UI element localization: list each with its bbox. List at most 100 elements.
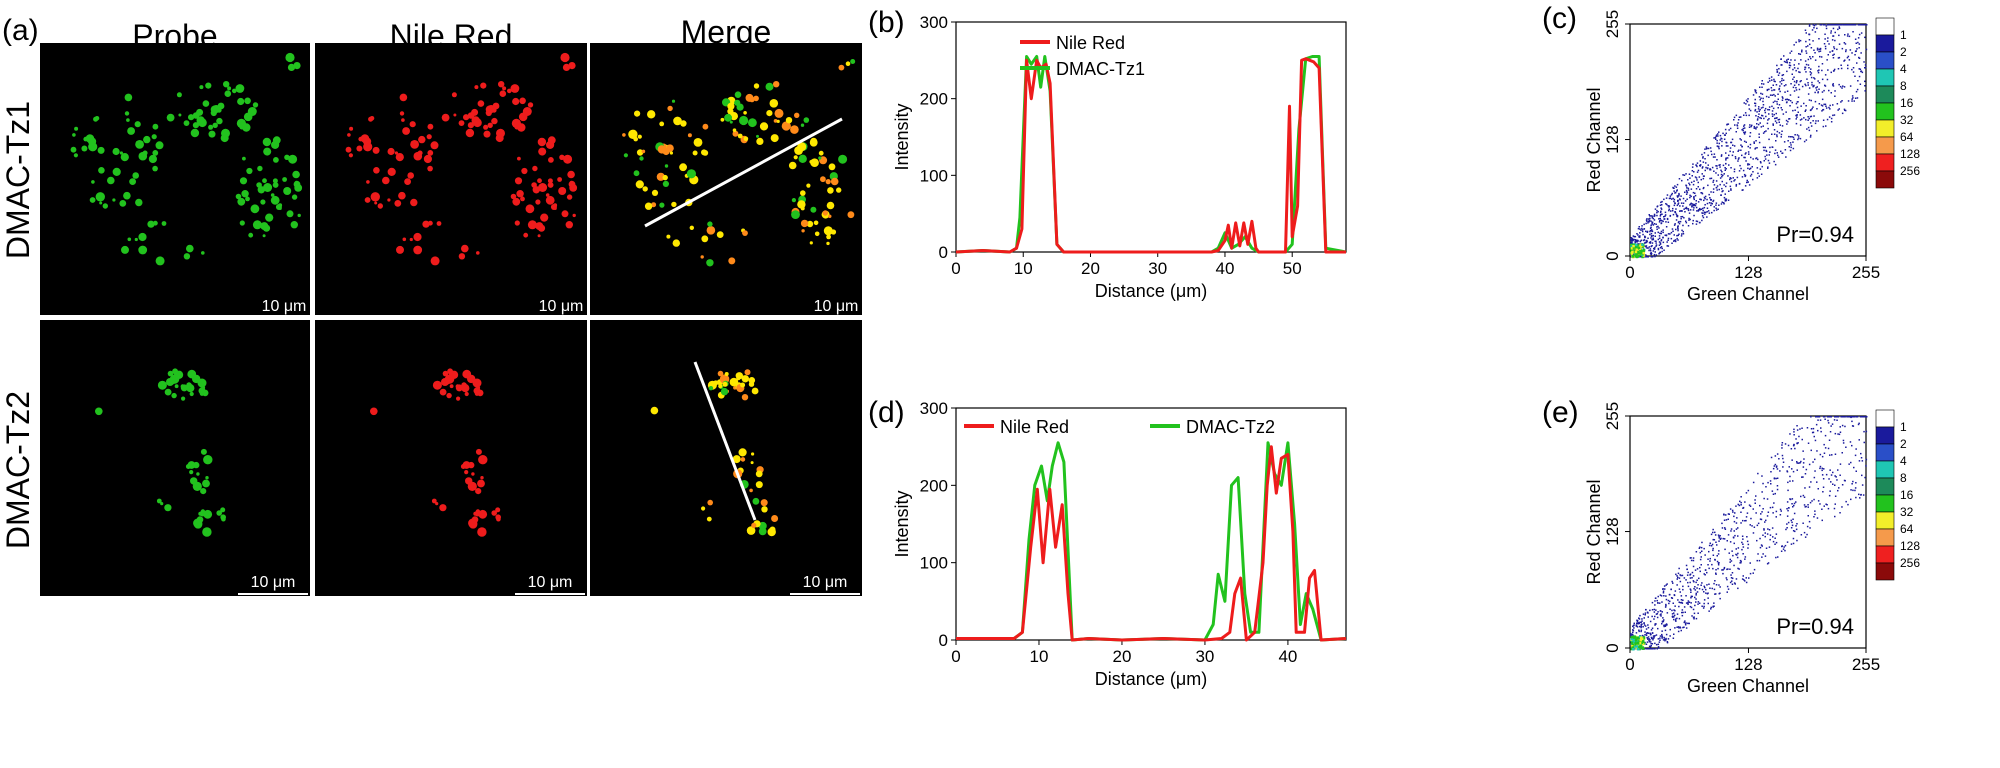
fluorescent-droplet (394, 200, 402, 207)
fluorescent-droplet (372, 146, 380, 154)
colorbar-swatch (1875, 511, 1895, 530)
scatter-point (1737, 587, 1739, 590)
scatter-point (1794, 530, 1796, 533)
scatter-point (1759, 518, 1762, 520)
scatter-point-dense (1638, 636, 1641, 640)
scatter-point (1660, 613, 1662, 615)
scatter-point (1838, 83, 1840, 86)
fluorescent-droplet (746, 526, 756, 535)
scatter-point (1743, 156, 1745, 159)
fluorescent-droplet (461, 244, 469, 253)
scatter-point-dense (1642, 254, 1646, 257)
scatter-point (1761, 86, 1763, 88)
scatter-point (1818, 38, 1820, 40)
scatter-point (1648, 246, 1651, 248)
scatter-point (1778, 72, 1781, 74)
scatter-point (1650, 643, 1652, 645)
scatter-point (1690, 195, 1692, 198)
scatter-point (1734, 512, 1736, 514)
scatter-point (1688, 217, 1690, 220)
scatter-point (1854, 487, 1857, 489)
fluorescent-droplet (263, 147, 272, 156)
scatter-point (1775, 510, 1778, 513)
scatter-point (1740, 167, 1742, 170)
scatter-point (1701, 541, 1703, 544)
scatter-point (1672, 207, 1674, 210)
scatter-point (1788, 66, 1791, 69)
scatter-point (1632, 235, 1635, 237)
fluorescent-droplet (475, 448, 482, 455)
scatter-point (1767, 167, 1769, 169)
scatter-point (1831, 24, 1834, 26)
scatter-point (1773, 160, 1775, 163)
scatter-point-dense (1639, 639, 1642, 642)
scatter-point (1689, 574, 1691, 576)
scatter-point (1686, 187, 1688, 189)
scatter-point (1682, 588, 1684, 591)
scatter-point (1657, 247, 1660, 250)
scatter-point (1653, 637, 1655, 639)
scatter-point (1696, 210, 1698, 212)
scatter-point (1674, 239, 1677, 241)
fluorescent-droplet (432, 380, 442, 390)
scatter-point (1847, 64, 1849, 67)
scatter-point (1781, 442, 1784, 444)
scatter-point (1780, 510, 1782, 512)
dots-layer (345, 52, 578, 266)
scatter-point (1729, 150, 1731, 153)
scatter-point (1788, 99, 1790, 101)
scatter-point (1726, 585, 1729, 588)
colorbar-swatch (1875, 51, 1895, 70)
fluorescent-droplet (492, 102, 500, 110)
scatter-point (1808, 520, 1811, 523)
scatter-point (1706, 216, 1708, 218)
scatter-point (1720, 194, 1722, 196)
scatter-point (1759, 504, 1761, 507)
image-probe-tz1: 10 μm (40, 43, 310, 315)
scatter-point (1806, 128, 1808, 130)
scatter-point (1686, 574, 1689, 576)
scatter-point (1709, 169, 1712, 171)
scatter-point (1659, 594, 1662, 596)
fluorescent-droplet (413, 151, 423, 161)
scatter-point (1707, 164, 1709, 166)
scatter-point (1772, 124, 1774, 126)
scatter-point (1712, 156, 1715, 158)
x-tick-label: 255 (1852, 655, 1880, 674)
pearson-coefficient: Pr=0.94 (1776, 222, 1854, 247)
scatter-point (1792, 109, 1794, 112)
scatter-point (1807, 84, 1809, 86)
fluorescent-droplet (522, 107, 532, 116)
scatter-point (1745, 577, 1747, 579)
scatter-point (1807, 58, 1810, 61)
fluorescent-droplet (809, 241, 813, 245)
fluorescent-droplet (724, 113, 732, 122)
y-tick-label: 0 (939, 243, 948, 262)
scatter-point (1646, 231, 1649, 233)
fluorescent-droplet (706, 516, 712, 522)
fluorescent-droplet (193, 518, 203, 528)
scatter-point (1768, 138, 1770, 141)
scatter-point (1854, 24, 1857, 26)
scatter-point (1748, 108, 1751, 110)
scatter-point (1654, 235, 1656, 237)
colorbar-swatch (1875, 562, 1895, 581)
scatter-point (1813, 27, 1815, 29)
scatter-point (1712, 200, 1714, 203)
fluorescent-droplet (427, 123, 434, 130)
fluorescent-droplet (216, 510, 222, 516)
fluorescent-droplet (739, 115, 749, 126)
scatter-point (1704, 574, 1706, 576)
scatter-point (1747, 489, 1750, 492)
scatter-point (1682, 230, 1684, 233)
scatter-point (1771, 105, 1773, 108)
scatter-point (1638, 618, 1641, 620)
scatter-point (1837, 469, 1839, 471)
fluorescent-droplet (237, 197, 246, 206)
scatter-point (1687, 208, 1690, 210)
scatter-point (1795, 114, 1797, 117)
scatter-point (1722, 174, 1724, 177)
scatter-point (1790, 50, 1793, 52)
scatter-point (1650, 226, 1652, 229)
scatter-point (1674, 605, 1676, 607)
